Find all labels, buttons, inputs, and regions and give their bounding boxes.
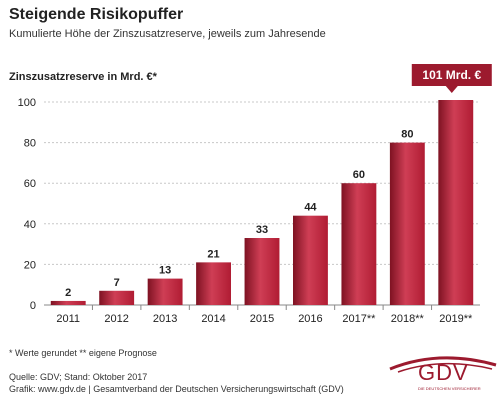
bar — [244, 238, 280, 305]
value-label: 80 — [401, 129, 413, 141]
x-tick-label: 2011 — [56, 313, 80, 325]
y-tick-label: 60 — [24, 178, 36, 190]
bar — [147, 278, 183, 305]
bars — [50, 100, 474, 305]
value-label: 44 — [304, 202, 317, 214]
footnote: * Werte gerundet ** eigene Prognose — [9, 348, 157, 358]
bar — [341, 183, 377, 305]
bar — [99, 290, 135, 305]
chart-title: Steigende Risikopuffer — [9, 6, 184, 23]
x-tick-label: 2015 — [250, 313, 274, 325]
value-label: 7 — [114, 277, 120, 289]
chart-subtitle: Kumulierte Höhe der Zinszusatzreserve, j… — [9, 28, 326, 40]
bar — [438, 100, 474, 305]
callout-box — [411, 64, 492, 93]
y-tick-label: 40 — [24, 219, 36, 231]
bar — [389, 142, 425, 305]
gdv-logo — [389, 356, 497, 373]
bar-chart: 0 20 40 60 80 100 2 7 13 21 33 44 60 80 2011 2012 2013… — [18, 64, 492, 325]
y-tick-labels: 0 20 40 60 80 100 — [18, 97, 36, 312]
callout: 101 Mrd. € — [411, 64, 492, 93]
y-tick-label: 0 — [30, 300, 36, 312]
source-text: Quelle: GDV; Stand: Oktober 2017 — [9, 372, 148, 382]
bar — [50, 300, 86, 305]
x-tick-label: 2018** — [391, 313, 425, 325]
x-tick-label: 2019** — [439, 313, 473, 325]
value-labels: 2 7 13 21 33 44 60 80 — [65, 129, 413, 299]
x-tick-label: 2012 — [104, 313, 128, 325]
x-tick-labels: 2011 2012 2013 2014 2015 2016 2017** 2018** 2019… — [56, 305, 473, 325]
credit-text: Grafik: www.gdv.de | Gesamtverband der D… — [9, 384, 344, 394]
value-label: 21 — [207, 248, 219, 260]
x-tick-label: 2017** — [342, 313, 376, 325]
value-label: 60 — [353, 169, 365, 181]
y-tick-label: 100 — [18, 97, 36, 109]
x-tick-label: 2014 — [201, 313, 225, 325]
bar — [196, 262, 231, 305]
value-label: 33 — [256, 224, 268, 236]
logo-subtext: DIE DEUTSCHEN VERSICHERER — [418, 386, 481, 391]
y-axis-label: Zinszusatzreserve in Mrd. €* — [9, 71, 157, 83]
y-tick-label: 20 — [24, 259, 36, 271]
bar — [293, 215, 328, 305]
logo-text: GDV — [418, 360, 469, 385]
callout-label: 101 Mrd. € — [422, 68, 481, 82]
x-tick-label: 2016 — [298, 313, 322, 325]
x-tick-label: 2013 — [153, 313, 177, 325]
value-label: 13 — [159, 265, 171, 277]
y-tick-label: 80 — [24, 138, 36, 150]
value-label: 2 — [65, 287, 71, 299]
